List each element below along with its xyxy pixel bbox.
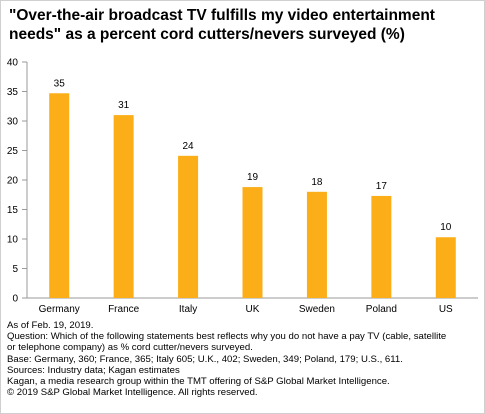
- x-tick-label-uk: UK: [246, 304, 260, 315]
- y-tick-label: 5: [12, 264, 18, 275]
- bar-poland: [371, 195, 392, 298]
- data-label-us: 10: [440, 222, 452, 233]
- chart-title-line-2: needs" as a percent cord cutters/nevers …: [9, 26, 405, 43]
- y-tick-label: 35: [7, 87, 19, 98]
- footnote-copyright: © 2019 S&P Global Market Intelligence. A…: [7, 387, 258, 399]
- y-tick-label: 30: [7, 117, 19, 128]
- footnote-attribution: Kagan, a media research group within the…: [7, 376, 390, 388]
- bar-uk: [242, 187, 263, 298]
- footnote-date: As of Feb. 19, 2019.: [7, 320, 94, 331]
- bar-france: [113, 115, 134, 298]
- y-tick-label: 0: [12, 294, 18, 305]
- y-tick-label: 20: [7, 176, 19, 187]
- chart-title: "Over-the-air broadcast TV fulfills my v…: [9, 6, 479, 44]
- bar-italy: [178, 155, 199, 298]
- chart-title-line-1: "Over-the-air broadcast TV fulfills my v…: [9, 7, 435, 24]
- bar-us: [435, 237, 456, 298]
- y-tick-label: 10: [7, 235, 19, 246]
- x-tick-label-germany: Germany: [39, 304, 80, 315]
- x-tick-label-sweden: Sweden: [299, 304, 335, 315]
- chart-footnotes: As of Feb. 19, 2019. Question: Which of …: [7, 320, 481, 398]
- footnote-question: Question: Which of the following stateme…: [7, 331, 447, 343]
- x-tick-label-poland: Poland: [366, 304, 397, 315]
- data-label-germany: 35: [54, 78, 66, 89]
- bar-chart: 0 5 10 15 20 25 30 35 40 35 Germany 31 France 24 Italy…: [7, 58, 478, 315]
- x-tick-label-france: France: [108, 304, 140, 315]
- footnote-base: Base: Germany, 360; France, 365; Italy 6…: [7, 353, 403, 365]
- bar-sweden: [306, 191, 327, 298]
- x-tick-label-italy: Italy: [179, 304, 197, 315]
- footnote-question-cont: or telephone company) as % cord cutter/n…: [7, 342, 253, 354]
- bar-germany: [49, 93, 70, 298]
- data-label-france: 31: [118, 100, 130, 111]
- x-tick-label-us: US: [439, 304, 453, 315]
- y-tick-label: 40: [7, 58, 19, 69]
- footnote-sources: Sources: Industry data; Kagan estimates: [7, 364, 180, 376]
- data-label-italy: 24: [183, 141, 195, 152]
- data-label-sweden: 18: [311, 177, 323, 188]
- y-tick-label: 15: [7, 205, 19, 216]
- data-label-uk: 19: [247, 172, 259, 183]
- y-tick-label: 25: [7, 146, 19, 157]
- data-label-poland: 17: [376, 181, 388, 192]
